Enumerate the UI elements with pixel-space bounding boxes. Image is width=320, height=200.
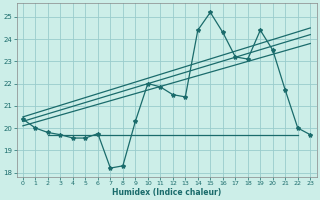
X-axis label: Humidex (Indice chaleur): Humidex (Indice chaleur) <box>112 188 221 197</box>
